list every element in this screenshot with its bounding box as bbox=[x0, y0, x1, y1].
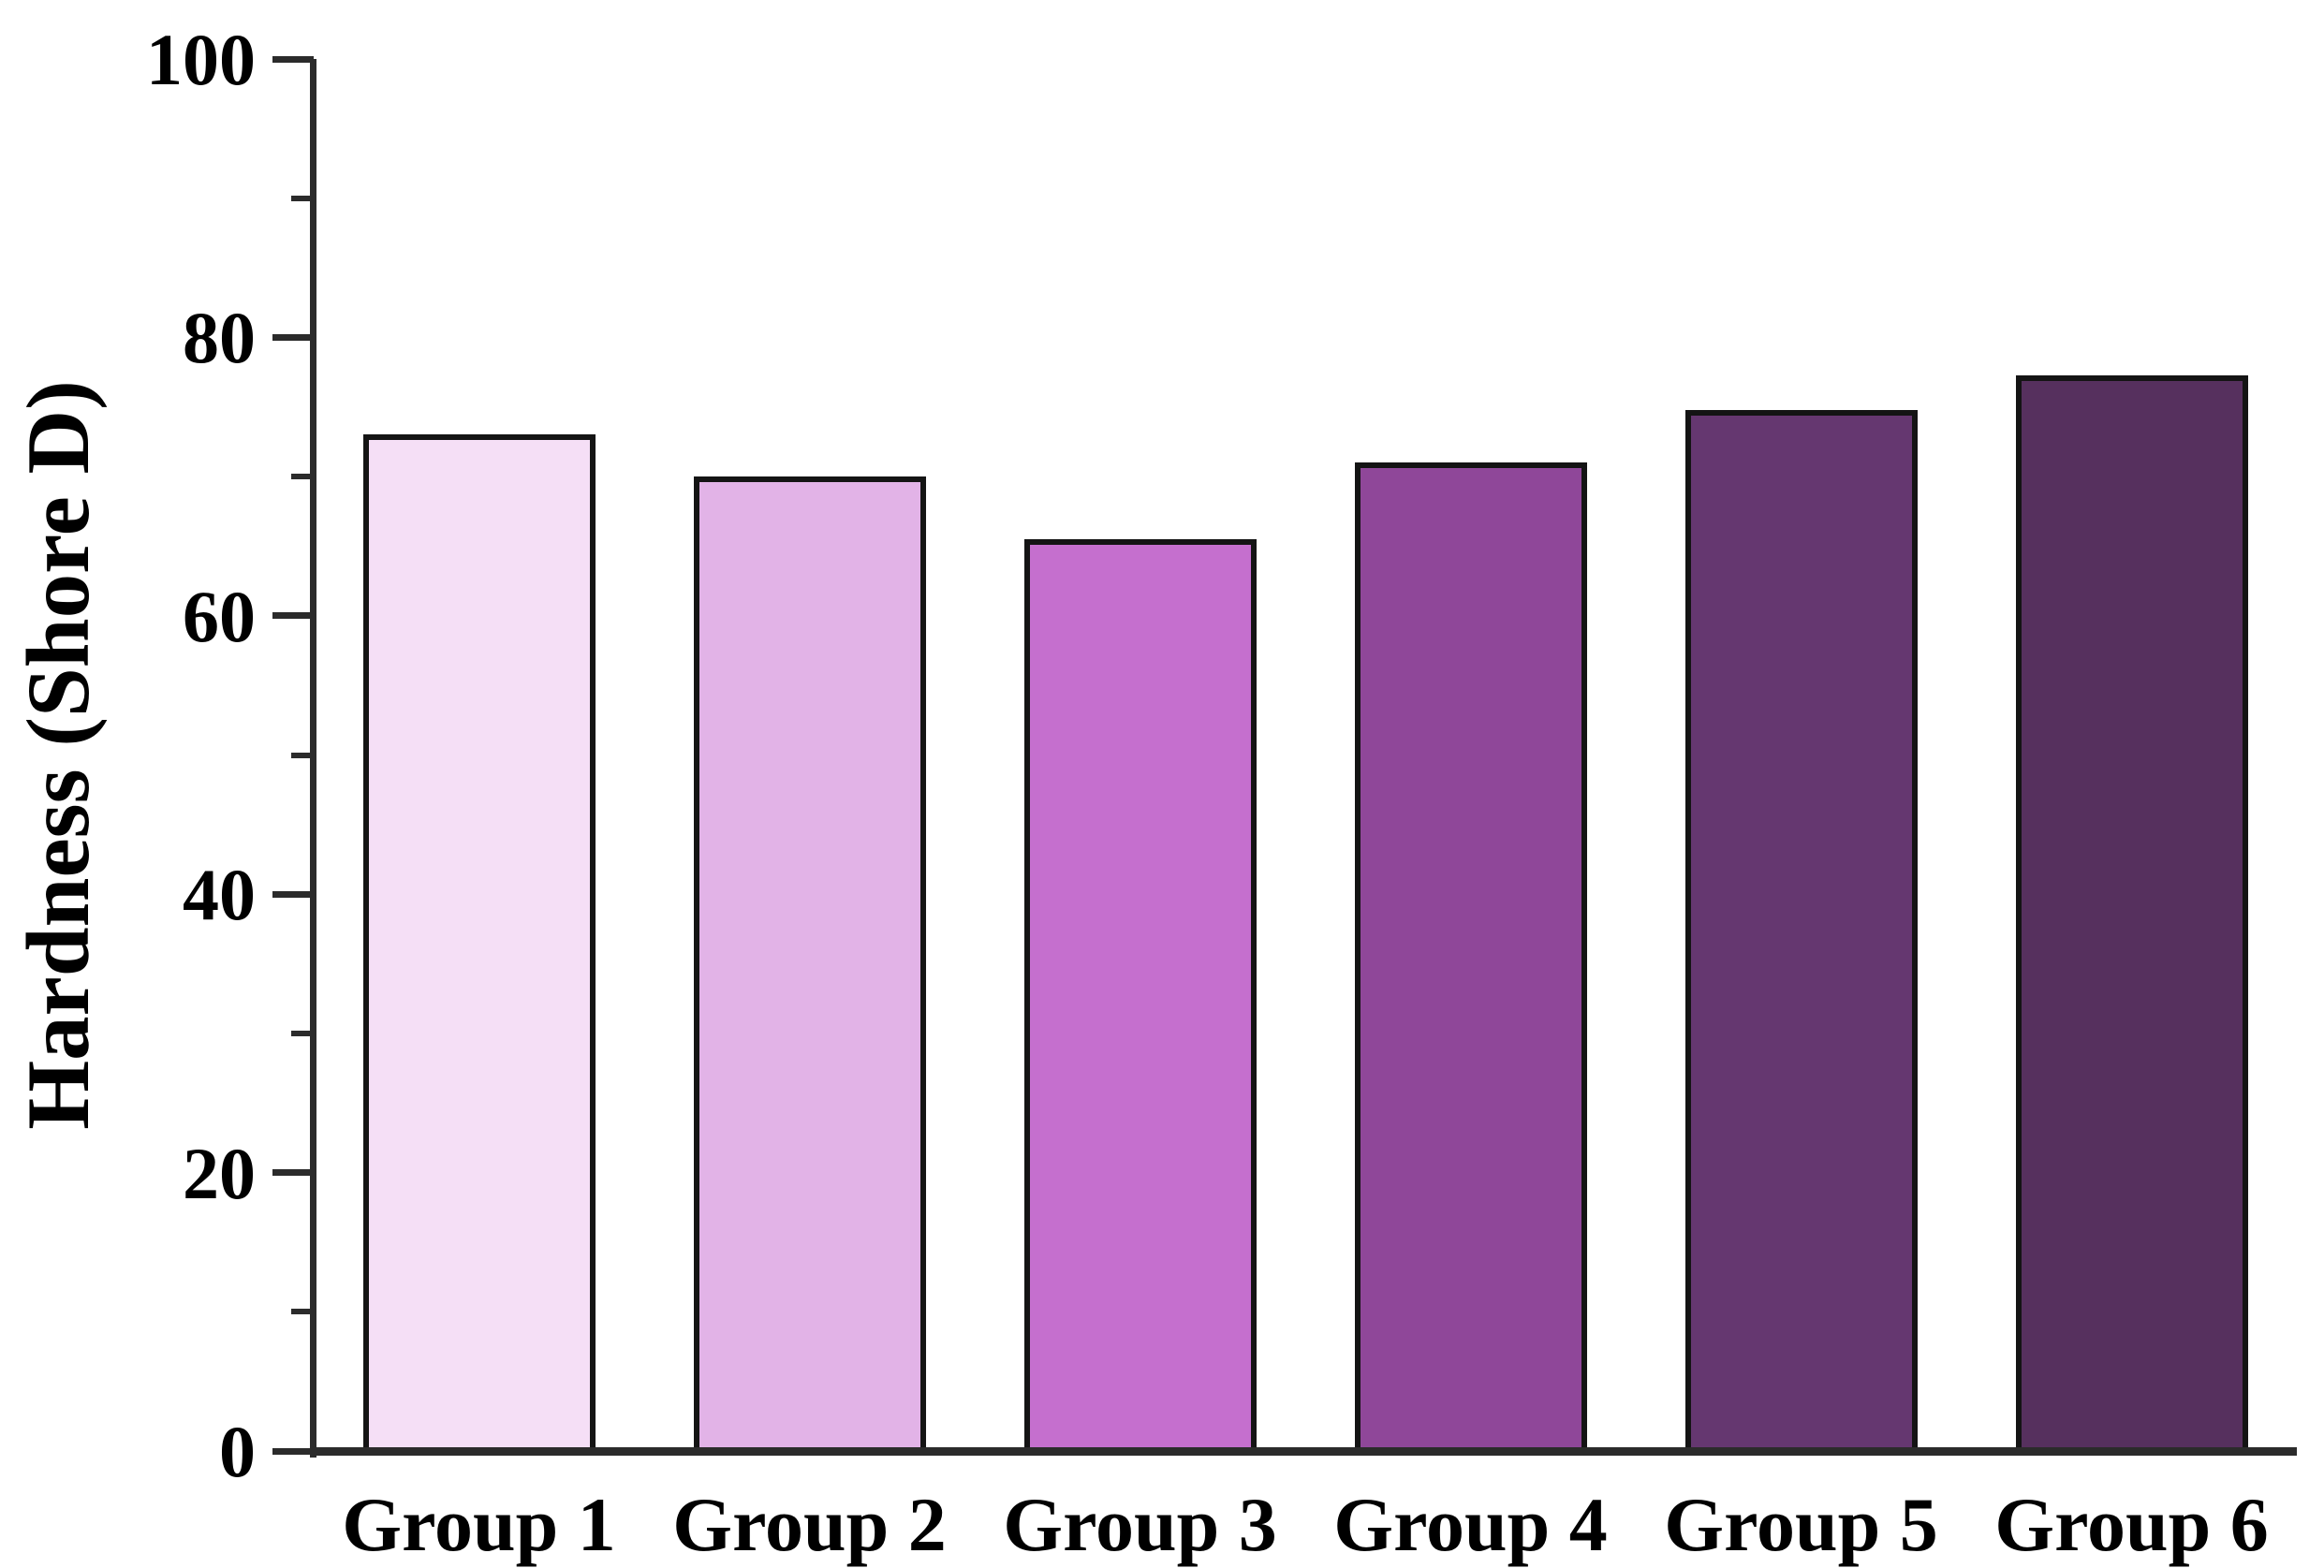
y-tick-label-60: 60 bbox=[183, 575, 256, 657]
x-category-label-5: Group 5 bbox=[1664, 1482, 1938, 1567]
y-minor-tick-90 bbox=[291, 195, 314, 201]
y-major-tick-20 bbox=[272, 1169, 314, 1177]
y-tick-label-0: 0 bbox=[219, 1411, 256, 1492]
x-axis-line bbox=[310, 1447, 2297, 1456]
x-category-label-6: Group 6 bbox=[1994, 1482, 2269, 1567]
x-category-label-1: Group 1 bbox=[342, 1482, 616, 1567]
y-minor-tick-50 bbox=[291, 752, 314, 758]
y-major-tick-40 bbox=[272, 890, 314, 898]
y-minor-tick-30 bbox=[291, 1030, 314, 1036]
bar-3 bbox=[1023, 539, 1257, 1455]
bar-2 bbox=[693, 476, 926, 1455]
y-minor-tick-10 bbox=[291, 1309, 314, 1315]
y-major-tick-80 bbox=[272, 333, 314, 341]
bar-5 bbox=[1684, 409, 1918, 1455]
x-category-label-4: Group 4 bbox=[1333, 1482, 1608, 1567]
bar-6 bbox=[2015, 374, 2248, 1455]
x-category-label-3: Group 3 bbox=[1003, 1482, 1277, 1567]
y-major-tick-0 bbox=[272, 1447, 314, 1455]
bar-1 bbox=[362, 434, 596, 1455]
y-major-tick-100 bbox=[272, 55, 314, 63]
y-tick-label-100: 100 bbox=[146, 19, 256, 100]
y-tick-label-40: 40 bbox=[183, 854, 256, 936]
x-category-label-2: Group 2 bbox=[672, 1482, 947, 1567]
y-tick-label-20: 20 bbox=[183, 1132, 256, 1214]
y-major-tick-60 bbox=[272, 612, 314, 620]
bar-4 bbox=[1354, 462, 1587, 1455]
y-minor-tick-70 bbox=[291, 474, 314, 480]
y-axis-line bbox=[310, 59, 316, 1458]
y-tick-label-80: 80 bbox=[183, 297, 256, 379]
